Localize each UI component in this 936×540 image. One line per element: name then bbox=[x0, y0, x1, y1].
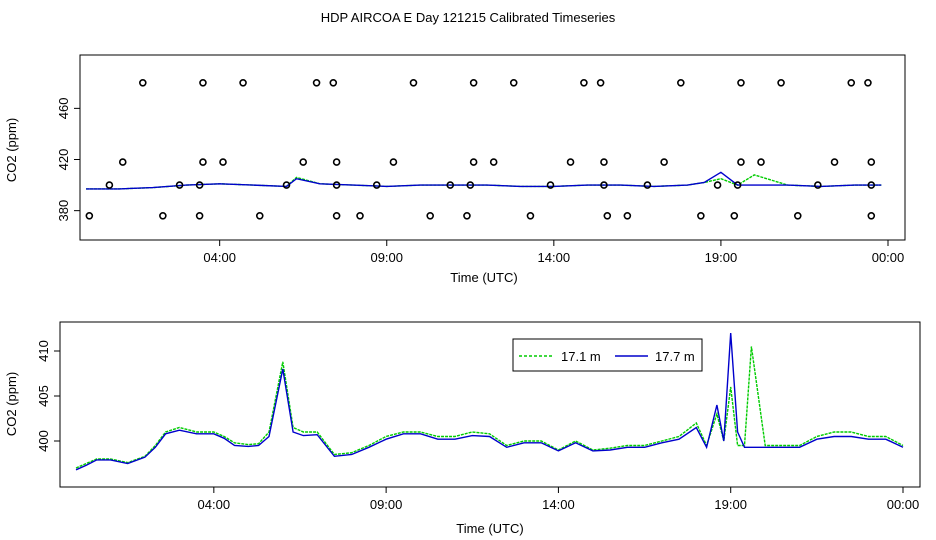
panel-top-point-9 bbox=[199, 78, 207, 87]
panel-top-point-23 bbox=[409, 78, 418, 87]
panel-bottom-ytick-label-2: 410 bbox=[36, 340, 51, 362]
panel-top-ylabel: CO2 (ppm) bbox=[4, 118, 19, 182]
panel-bottom-ytick-label-1: 405 bbox=[36, 385, 51, 407]
panel-top-point-40 bbox=[623, 211, 632, 220]
panel-bottom-ytick-label-0: 400 bbox=[36, 430, 51, 452]
panel-top-point-24 bbox=[426, 211, 434, 220]
panel-top-xtick-label-0: 04:00 bbox=[203, 250, 236, 265]
panel-bottom-xtick-label-0: 04:00 bbox=[198, 497, 231, 512]
panel-top-frame bbox=[79, 54, 906, 241]
panel-top-point-12 bbox=[255, 211, 264, 220]
panel-top-series-0-line bbox=[86, 174, 882, 190]
panel-top-point-59 bbox=[867, 211, 876, 220]
panel-top-xtick-label-2: 14:00 bbox=[538, 250, 571, 265]
panel-top-point-26 bbox=[463, 211, 471, 220]
panel-top-xtick-label-3: 19:00 bbox=[705, 250, 738, 265]
panel-top-point-8 bbox=[199, 158, 207, 166]
panel-top-point-16 bbox=[329, 78, 338, 87]
panel-top-point-31 bbox=[509, 78, 518, 87]
panel-top-point-5 bbox=[175, 181, 184, 189]
panel-top-point-19 bbox=[332, 211, 341, 220]
panel-top-series-1-line bbox=[86, 171, 882, 190]
panel-bottom-xtick-label-2: 14:00 bbox=[542, 497, 575, 512]
panel-top-point-43 bbox=[677, 78, 685, 87]
legend: 17.1 m 17.7 m bbox=[512, 338, 703, 372]
legend-box bbox=[512, 338, 703, 372]
panel-top-point-38 bbox=[600, 158, 608, 166]
panel-top-ytick-label-1: 420 bbox=[56, 149, 71, 171]
panel-top-point-41 bbox=[643, 181, 652, 189]
panel-top-xtick-label-1: 09:00 bbox=[370, 250, 403, 265]
panel-top-point-21 bbox=[372, 181, 381, 189]
panel-top-point-13 bbox=[282, 181, 291, 189]
panel-top: Time (UTC) CO2 (ppm) 04:00 09:00 14:00 19:0… bbox=[4, 54, 906, 285]
panel-bottom-ylabel: CO2 (ppm) bbox=[4, 372, 19, 436]
panel-top-point-0 bbox=[85, 211, 94, 220]
panel-top-point-58 bbox=[867, 158, 876, 166]
panel-bottom-xtick-label-4: 00:00 bbox=[887, 497, 920, 512]
panel-top-point-48 bbox=[737, 158, 745, 166]
panel-top-point-17 bbox=[332, 181, 341, 189]
panel-top-point-20 bbox=[356, 211, 364, 220]
panel-top-point-53 bbox=[814, 181, 822, 189]
panel-bottom-series-1-line bbox=[75, 332, 904, 471]
panel-top-point-30 bbox=[489, 158, 498, 166]
panel-top-point-10 bbox=[219, 158, 227, 166]
panel-top-point-15 bbox=[312, 78, 321, 87]
panel-top-point-33 bbox=[546, 181, 555, 189]
panel-top-point-2 bbox=[118, 158, 127, 166]
panel-top-point-54 bbox=[830, 158, 839, 166]
panel-top-point-52 bbox=[793, 211, 802, 220]
panel-bottom-series-0-line bbox=[75, 346, 904, 469]
panel-top-point-18 bbox=[332, 158, 341, 166]
panel-top-point-57 bbox=[867, 181, 876, 189]
panel-top-point-32 bbox=[526, 211, 535, 220]
panel-top-point-4 bbox=[159, 211, 167, 220]
panel-top-point-11 bbox=[239, 78, 247, 87]
panel-top-point-3 bbox=[139, 78, 147, 87]
panel-bottom-xlabel: Time (UTC) bbox=[456, 521, 523, 536]
legend-label-series-0: 17.1 m bbox=[561, 349, 601, 364]
panel-top-point-42 bbox=[660, 158, 668, 166]
panel-top-point-14 bbox=[299, 158, 308, 166]
panel-top-point-34 bbox=[566, 158, 575, 166]
panel-top-point-51 bbox=[777, 78, 785, 87]
panel-top-ytick-label-2: 460 bbox=[56, 98, 71, 120]
panel-top-point-29 bbox=[469, 78, 478, 87]
panel-top-point-6 bbox=[195, 211, 204, 220]
panel-top-xtick-label-4: 00:00 bbox=[872, 250, 905, 265]
panel-top-point-28 bbox=[469, 158, 478, 166]
panel-bottom-frame bbox=[59, 321, 921, 488]
panel-top-point-45 bbox=[713, 181, 722, 189]
panel-top-point-44 bbox=[697, 211, 705, 220]
panel-top-point-55 bbox=[847, 78, 856, 87]
panel-top-point-47 bbox=[733, 181, 742, 189]
panel-top-point-56 bbox=[864, 78, 872, 87]
panel-top-point-35 bbox=[580, 78, 588, 87]
panel-bottom: Time (UTC) CO2 (ppm) 17.1 m 17.7 m 04:00… bbox=[4, 321, 921, 536]
panel-top-point-37 bbox=[600, 181, 608, 189]
panel-top-point-1 bbox=[105, 181, 114, 189]
panel-bottom-xtick-label-1: 09:00 bbox=[370, 497, 403, 512]
legend-label-series-1: 17.7 m bbox=[655, 349, 695, 364]
panel-top-xlabel: Time (UTC) bbox=[450, 270, 517, 285]
panel-top-point-46 bbox=[730, 211, 739, 220]
panel-top-point-22 bbox=[389, 158, 398, 166]
panel-top-point-36 bbox=[596, 78, 605, 87]
panel-bottom-xtick-label-3: 19:00 bbox=[714, 497, 747, 512]
panel-top-point-39 bbox=[603, 211, 612, 220]
panel-top-point-49 bbox=[737, 78, 745, 87]
panel-top-point-25 bbox=[446, 181, 455, 189]
panel-top-point-50 bbox=[757, 158, 765, 166]
panel-top-point-7 bbox=[195, 181, 204, 189]
figure-title: HDP AIRCOA E Day 121215 Calibrated Times… bbox=[321, 10, 616, 25]
panel-top-ytick-label-0: 380 bbox=[56, 200, 71, 222]
panel-top-point-27 bbox=[466, 181, 475, 189]
